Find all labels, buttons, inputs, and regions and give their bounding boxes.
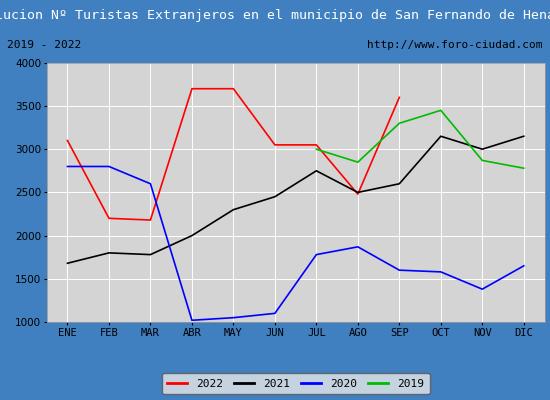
2022 [313, 142, 320, 147]
2019 [479, 158, 486, 163]
2021 [355, 190, 361, 195]
2021 [147, 252, 154, 257]
2020 [313, 252, 320, 257]
Line: 2020: 2020 [68, 166, 524, 320]
Text: 2019 - 2022: 2019 - 2022 [7, 40, 81, 50]
2020 [106, 164, 112, 169]
Line: 2022: 2022 [68, 89, 399, 220]
2022 [64, 138, 71, 143]
Line: 2019: 2019 [316, 110, 524, 168]
2021 [396, 181, 403, 186]
2019 [437, 108, 444, 113]
2022 [355, 192, 361, 196]
2021 [106, 250, 112, 255]
2022 [272, 142, 278, 147]
2020 [520, 264, 527, 268]
Line: 2021: 2021 [68, 136, 524, 263]
2020 [64, 164, 71, 169]
2022 [106, 216, 112, 221]
2022 [147, 218, 154, 222]
2020 [355, 244, 361, 249]
2021 [272, 194, 278, 199]
2020 [147, 181, 154, 186]
2020 [396, 268, 403, 272]
2020 [189, 318, 195, 323]
2021 [479, 147, 486, 152]
Text: http://www.foro-ciudad.com: http://www.foro-ciudad.com [367, 40, 543, 50]
Legend: 2022, 2021, 2020, 2019: 2022, 2021, 2020, 2019 [162, 373, 430, 394]
2021 [64, 261, 71, 266]
2019 [355, 160, 361, 164]
2019 [520, 166, 527, 171]
2022 [189, 86, 195, 91]
2020 [230, 315, 236, 320]
2021 [520, 134, 527, 139]
2020 [272, 311, 278, 316]
2021 [313, 168, 320, 173]
2021 [437, 134, 444, 139]
2021 [230, 207, 236, 212]
Text: Evolucion Nº Turistas Extranjeros en el municipio de San Fernando de Henares: Evolucion Nº Turistas Extranjeros en el … [0, 9, 550, 22]
2022 [230, 86, 236, 91]
2022 [396, 95, 403, 100]
2021 [189, 233, 195, 238]
2019 [396, 121, 403, 126]
2019 [313, 147, 320, 152]
2020 [479, 287, 486, 292]
2020 [437, 270, 444, 274]
